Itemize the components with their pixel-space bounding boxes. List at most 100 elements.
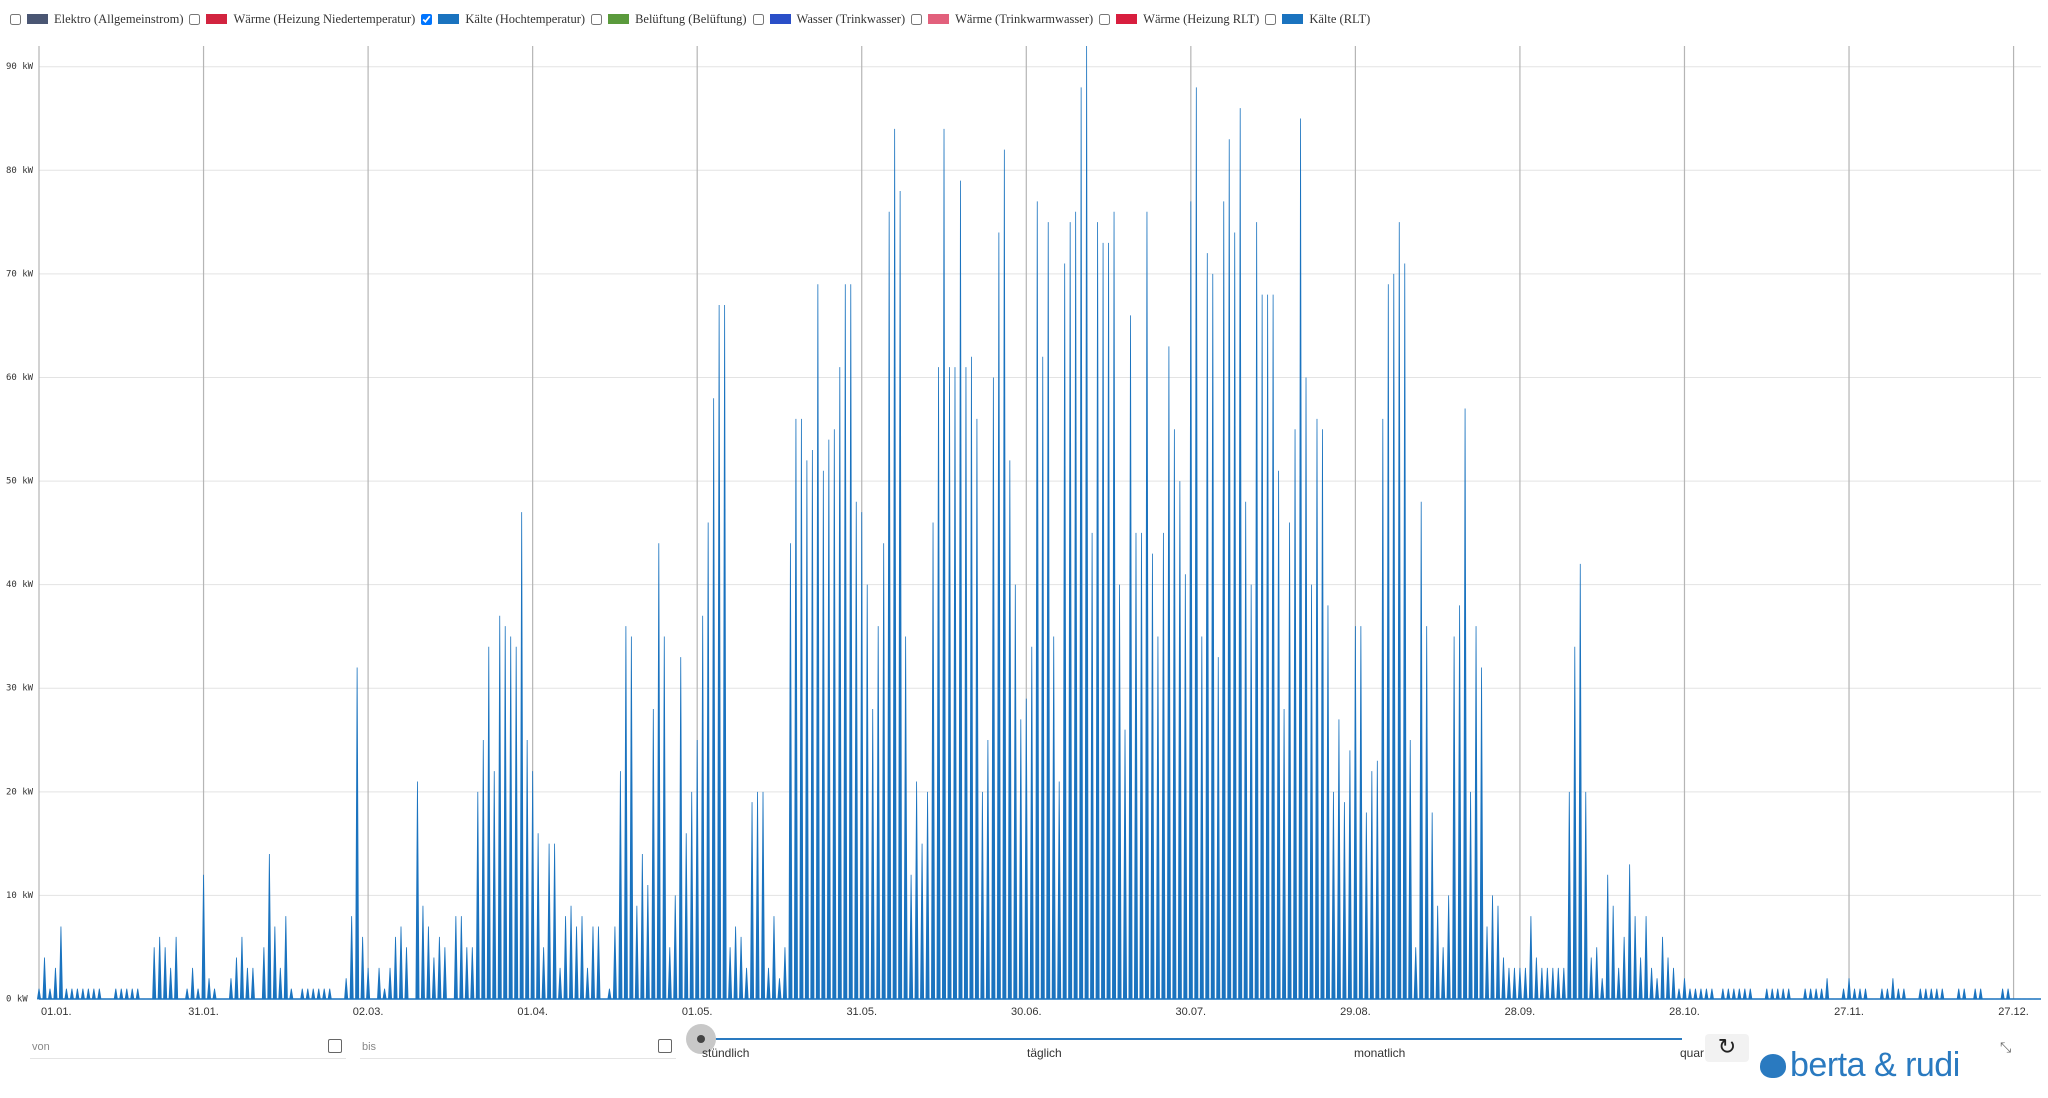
spike [278,967,283,1000]
spike [1737,988,1742,1000]
collapse-icon[interactable]: ⤡ [2000,1040,2012,1056]
spike [1139,532,1144,1000]
spike [1183,574,1188,1000]
resolution-label[interactable]: quar [1680,1046,1705,1060]
spike [1238,108,1243,1000]
legend-checkbox[interactable] [10,13,21,25]
spike [1885,988,1890,1000]
legend-swatch [1282,14,1304,24]
spike [541,947,546,1000]
legend-item: Belüftung (Belüftung) [591,12,747,27]
spike [1106,242,1111,1000]
spike [190,967,195,1000]
spike [1430,812,1435,1000]
spike [1485,926,1490,1000]
x-tick-label: 30.06. [1011,1006,1042,1018]
spike [1408,740,1413,1000]
legend-checkbox[interactable] [752,13,764,25]
spike [415,781,420,1000]
spike [124,988,129,1000]
spike [1391,273,1396,1000]
spike [1764,988,1769,1000]
spike [684,833,689,1000]
spike [1380,418,1385,1000]
spike [1550,967,1555,1000]
spike [1358,626,1363,1000]
spike [931,522,936,1000]
from-field[interactable]: von cal [30,1036,346,1059]
legend-checkbox[interactable] [189,13,201,25]
spike [1205,253,1210,1000]
calendar-icon[interactable]: cal [658,1039,672,1053]
spike [1929,988,1934,1000]
resolution-slider[interactable] [700,1038,1682,1040]
spike [344,978,349,1000]
x-tick-label: 01.05. [682,1006,713,1018]
spike [1852,988,1857,1000]
spike [1660,936,1665,1000]
spike [1216,657,1221,1000]
spike [503,626,508,1000]
x-tick-label: 29.08. [1340,1006,1371,1018]
spike [327,988,332,1000]
legend-checkbox[interactable] [591,13,603,25]
spike [1676,988,1682,1000]
spike [1594,947,1599,1000]
spike [810,449,815,1000]
spike [1605,874,1610,1000]
resolution-label[interactable]: täglich [1027,1046,1062,1060]
chart: 0 kW 10 kW 20 kW 30 kW 40 kW 50 kW 60 kW 70 kW 8… [6,45,2041,1018]
spike [974,418,979,1000]
resolution-label[interactable]: stündlich [702,1046,750,1060]
spike [1276,470,1281,1000]
legend-checkbox[interactable] [421,13,433,25]
spike [1177,481,1182,1000]
spike [289,988,294,1000]
spike [925,791,930,1000]
spike [569,905,574,1000]
spike [1463,408,1468,1000]
spike [393,936,398,1000]
slider-knob[interactable] [686,1024,716,1054]
spike [404,947,409,1000]
reset-button[interactable]: ↻ [1705,1034,1749,1062]
spike [1144,211,1149,1000]
legend-checkbox[interactable] [1099,13,1111,25]
spike [1786,988,1791,1000]
spike [1254,222,1259,1000]
to-field[interactable]: bis cal [360,1036,676,1059]
legend-swatch [1116,14,1138,24]
spike [903,636,908,1000]
legend-item: Wärme (Heizung Niedertemperatur) [189,12,415,27]
legend-checkbox[interactable] [1265,13,1277,25]
spike [1347,750,1352,1000]
spike [969,356,974,1000]
spike [1863,988,1868,1000]
spike [1978,988,1983,1000]
legend-checkbox[interactable] [911,13,923,25]
spike [607,988,612,1000]
spike [980,791,985,1000]
spike [58,926,63,1000]
spike [1583,791,1588,1000]
spike [1495,905,1500,1000]
spike [1819,988,1824,1000]
resolution-label[interactable]: monatlich [1354,1046,1406,1060]
legend-label: Kälte (Hochtemperatur) [465,11,586,26]
x-tick-label: 28.10. [1669,1006,1700,1018]
y-tick-label: 70 kW [6,269,34,279]
spike [1655,978,1660,1000]
spike [1923,988,1928,1000]
spike [1857,988,1863,1000]
spike [1600,978,1605,1000]
x-tick-label: 01.04. [517,1006,548,1018]
spike [1150,553,1155,1000]
spike [1720,988,1725,1000]
spike [311,988,316,1000]
spike [1199,636,1204,1000]
to-placeholder: bis [362,1041,377,1053]
spike [1693,988,1698,1000]
calendar-icon[interactable]: cal [328,1039,342,1053]
spike [1013,584,1018,1000]
spike [1018,719,1023,1000]
